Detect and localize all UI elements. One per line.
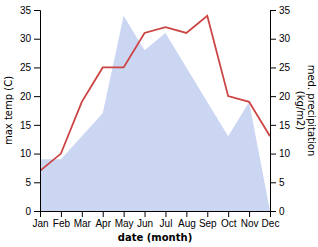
x-tick-label: Jun [137, 218, 153, 229]
y-tick-mark [34, 211, 40, 212]
x-tick-mark [145, 211, 146, 217]
y-tick: 35 [20, 5, 40, 16]
y-tick-label: 30 [20, 33, 32, 44]
x-tick: Jan [32, 211, 48, 229]
axis-line [41, 212, 271, 218]
y-tick-label: 25 [20, 62, 32, 73]
x-tick-label: Feb [53, 218, 71, 229]
y-axis: 0 5 10 15 20 25 30 35 [20, 5, 41, 217]
y2-tick-mark [270, 154, 276, 155]
x-tick: Aug [178, 211, 196, 229]
y-tick-label: 20 [20, 91, 32, 102]
y2-tick-label: 5 [279, 177, 285, 188]
y2-axis-title-line: med. precipitation [306, 65, 317, 157]
y-tick-mark [34, 154, 40, 155]
x-tick-label: Jul [160, 218, 173, 229]
x-tick: Jul [160, 211, 173, 229]
y-tick-mark [34, 67, 40, 68]
y-tick-label: 5 [25, 177, 31, 188]
y2-tick: 0 [270, 206, 285, 217]
y2-tick: 5 [270, 177, 285, 188]
y2-tick-mark [270, 182, 276, 183]
marks [40, 16, 270, 211]
y2-tick-mark [270, 125, 276, 126]
y2-tick: 10 [270, 148, 291, 159]
x-tick-label: Jan [32, 218, 48, 229]
y2-tick-label: 10 [279, 148, 291, 159]
x-tick-label: May [115, 218, 134, 229]
y2-tick-label: 30 [279, 33, 291, 44]
x-axis-title: date (month) [118, 232, 192, 243]
x-axis: Jan FebMarApr MayJun Jul AugSep Oct NovDec [32, 211, 279, 229]
y2-tick: 35 [270, 5, 291, 16]
y2-tick-mark [270, 10, 276, 11]
y-tick-label: 10 [20, 148, 32, 159]
y-tick: 0 [25, 206, 40, 217]
y-tick-label: 0 [25, 206, 31, 217]
x-tick-mark [61, 211, 62, 217]
plot: JanFebMarAprMayJunJulAugSepOctNovDec0510… [3, 5, 317, 243]
x-tick-label: Dec [262, 218, 280, 229]
axis-line [34, 11, 41, 212]
x-tick-label: Sep [199, 218, 217, 229]
x-tick-mark [165, 211, 166, 217]
x-tick-mark [228, 211, 229, 217]
y2-tick: 20 [270, 91, 291, 102]
y2-tick-label: 20 [279, 91, 291, 102]
y-axis-title: max temp (C) [3, 76, 14, 145]
x-tick-label: Nov [241, 218, 259, 229]
y-tick-mark [34, 182, 40, 183]
x-tick: Dec [262, 211, 280, 229]
y2-tick-mark [270, 211, 276, 212]
y-tick-mark [34, 10, 40, 11]
y2-tick: 25 [270, 62, 291, 73]
x-tick-mark [207, 211, 208, 217]
y-tick-mark [34, 125, 40, 126]
y2-tick-label: 0 [279, 206, 285, 217]
y2-tick-label: 25 [279, 62, 291, 73]
y-tick-mark [34, 96, 40, 97]
y-tick-label: 15 [20, 120, 32, 131]
y-tick: 20 [20, 91, 40, 102]
y2-tick-label: 15 [279, 120, 291, 131]
y-tick-mark [34, 39, 40, 40]
y2-axis-title-line: (kg/m2) [295, 91, 306, 131]
y-tick: 25 [20, 62, 40, 73]
x-tick-label: Apr [95, 218, 111, 229]
x-tick-mark [124, 211, 125, 217]
x-tick-label: Aug [178, 218, 196, 229]
y2-tick-mark [270, 39, 276, 40]
x-tick-label: Oct [221, 218, 237, 229]
y-tick: 15 [20, 120, 40, 131]
x-tick: Mar [74, 211, 92, 229]
y-tick: 10 [20, 148, 40, 159]
x-tick-mark [103, 211, 104, 217]
x-tick: Sep [199, 211, 217, 229]
x-tick: Nov [241, 211, 259, 229]
y2-tick-mark [270, 67, 276, 68]
y-tick: 30 [20, 33, 40, 44]
x-tick: Jun [137, 211, 153, 229]
x-tick: Oct [221, 211, 237, 229]
y2-tick: 30 [270, 33, 291, 44]
y2-tick-mark [270, 96, 276, 97]
y2-tick-label: 35 [279, 5, 291, 16]
x-tick-mark [249, 211, 250, 217]
x-tick: Apr [95, 211, 111, 229]
y-tick-label: 35 [20, 5, 32, 16]
y-tick: 5 [25, 177, 40, 188]
x-tick-label: Mar [74, 218, 92, 229]
x-tick: May [115, 211, 134, 229]
x-tick: Feb [53, 211, 71, 229]
y2-axis-title: med. precipitation(kg/m2) [295, 65, 317, 157]
temperature-line [40, 16, 270, 171]
chart: JanFebMarAprMayJunJulAugSepOctNovDec0510… [0, 0, 318, 247]
y2-tick: 15 [270, 120, 291, 131]
axis-line [271, 11, 277, 212]
precipitation-area [40, 16, 270, 211]
x-tick-mark [186, 211, 187, 217]
y2-axis: 0 5 10 15 20 25 30 35 [270, 5, 291, 217]
x-tick-mark [82, 211, 83, 217]
